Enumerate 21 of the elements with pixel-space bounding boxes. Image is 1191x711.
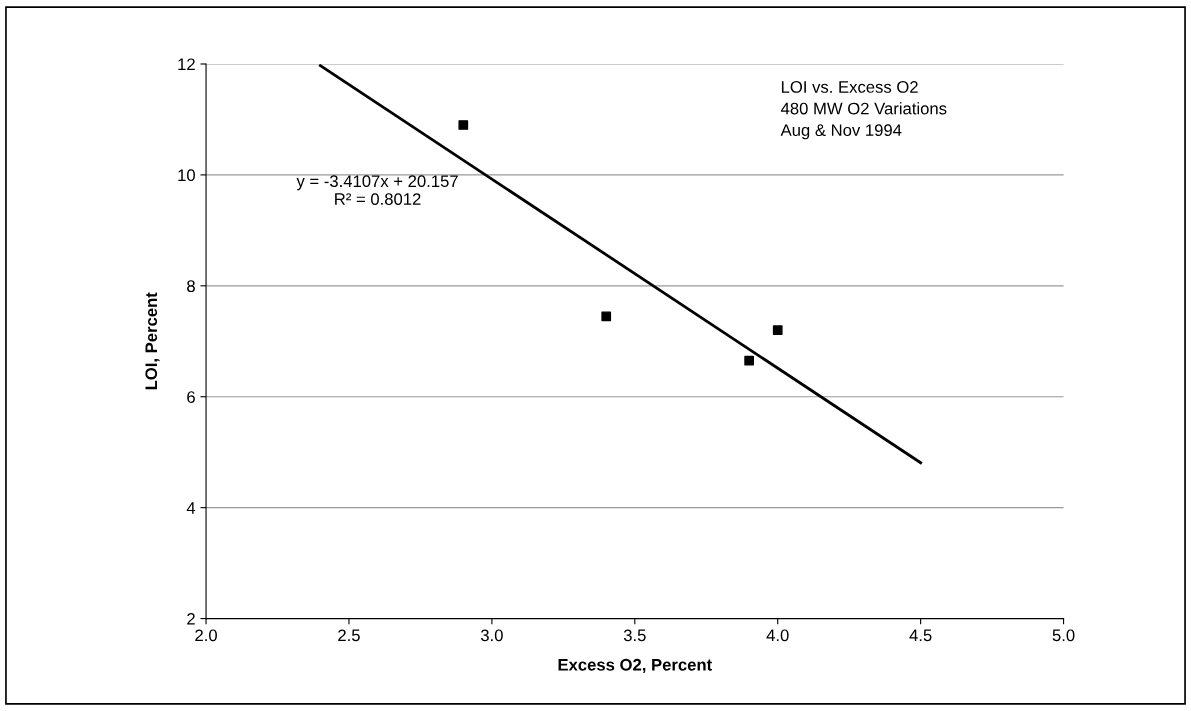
point	[772, 325, 783, 336]
annotation: LOI vs. Excess O2 480 MW O2 Variations Aug & Nov 1994	[780, 81, 947, 140]
y-tick-label: 6	[187, 391, 195, 403]
y-axis-title: LOI, Percent	[145, 292, 160, 390]
y-tick-label: 2	[187, 612, 195, 625]
x-tick-label: 3.5	[623, 629, 646, 642]
y-tick-label: 10	[178, 169, 195, 182]
point	[744, 355, 755, 366]
y-tick-label: 8	[187, 280, 195, 293]
point	[458, 120, 469, 130]
x-tick-label: 4.0	[766, 629, 789, 642]
x-tick-label: 3.0	[480, 629, 503, 642]
y-tick-label: 4	[186, 502, 196, 514]
annotation: y = -3.4107x + 20.157 R² = 0.8012	[296, 175, 458, 205]
y-tick-label: 12	[178, 58, 195, 71]
x-tick-label: 5.0	[1052, 629, 1075, 642]
x-tick-label: 2.0	[195, 629, 217, 642]
point	[601, 311, 612, 322]
x-tick-label: 2.5	[338, 629, 360, 642]
x-tick-label: 4.5	[909, 629, 932, 642]
x-axis-title: Excess O2, Percent	[558, 658, 712, 674]
